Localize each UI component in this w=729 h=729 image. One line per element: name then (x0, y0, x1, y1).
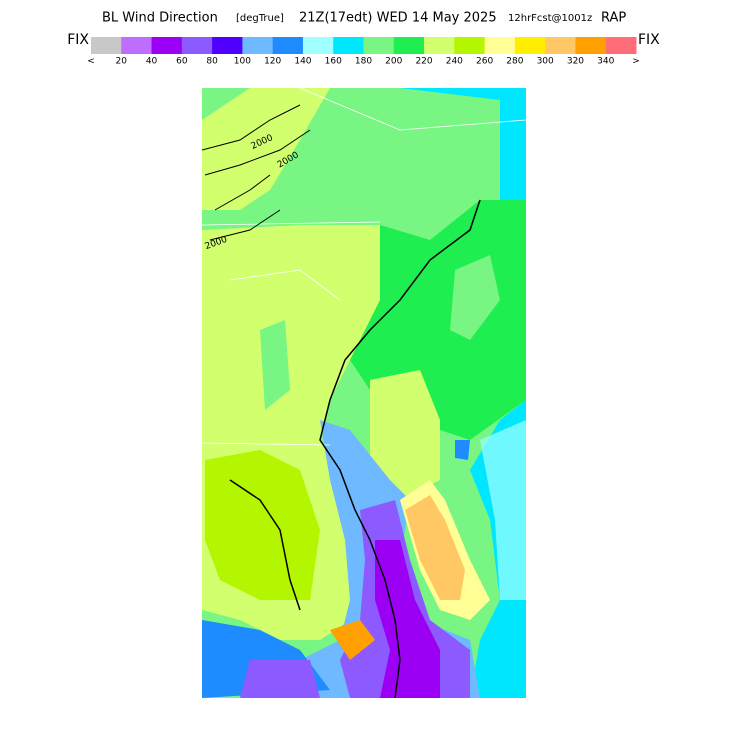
colorbar-label: 40 (146, 57, 158, 67)
colorbar-swatch (514, 37, 546, 54)
colorbar-fix-left: FIX (67, 32, 89, 48)
colorbar-swatch (545, 37, 576, 54)
title-part: 12hrFcst@1001z (508, 13, 592, 24)
colorbar-label: 300 (537, 57, 554, 67)
colorbar-swatch (333, 37, 364, 54)
colorbar-swatch (454, 37, 486, 54)
colorbar-swatch (242, 37, 274, 54)
colorbar-label: 160 (325, 57, 342, 67)
colorbar-swatch (363, 37, 395, 54)
colorbar-fix-right: FIX (638, 32, 660, 48)
title-part: [degTrue] (236, 13, 284, 24)
colorbar-swatch (151, 37, 183, 54)
colorbar-label: 120 (264, 57, 281, 67)
colorbar-label: 220 (415, 57, 432, 67)
colorbar-label: 320 (567, 57, 584, 67)
colorbar-label: 60 (176, 57, 188, 67)
colorbar-swatch (605, 37, 637, 54)
colorbar-label: 260 (476, 57, 493, 67)
colorbar-swatch (181, 37, 213, 54)
colorbar-label: 20 (116, 57, 128, 67)
title-part: BL Wind Direction (102, 11, 218, 26)
colorbar-label: 140 (294, 57, 311, 67)
colorbar-swatch (272, 37, 304, 54)
colorbar-label: 240 (446, 57, 463, 67)
colorbar-label: < (87, 57, 95, 67)
colorbar-label: 100 (234, 57, 251, 67)
colorbar-swatch (393, 37, 425, 54)
colorbar-swatch (121, 37, 153, 54)
colorbar-swatch (91, 37, 122, 54)
colorbar-swatch (484, 37, 516, 54)
colorbar-label: 180 (355, 57, 372, 67)
colorbar-swatch (424, 37, 455, 54)
colorbar-label: 340 (597, 57, 614, 67)
colorbar-label: 280 (506, 57, 523, 67)
colorbar-swatch (302, 37, 334, 54)
map (202, 88, 526, 698)
colorbar-label: > (632, 57, 640, 67)
colorbar-label: 200 (385, 57, 402, 67)
colorbar-swatch (575, 37, 607, 54)
colorbar-swatch (212, 37, 243, 54)
title-part: RAP (601, 11, 626, 26)
title-part: 21Z(17edt) WED 14 May 2025 (299, 11, 497, 26)
colorbar-label: 80 (206, 57, 218, 67)
